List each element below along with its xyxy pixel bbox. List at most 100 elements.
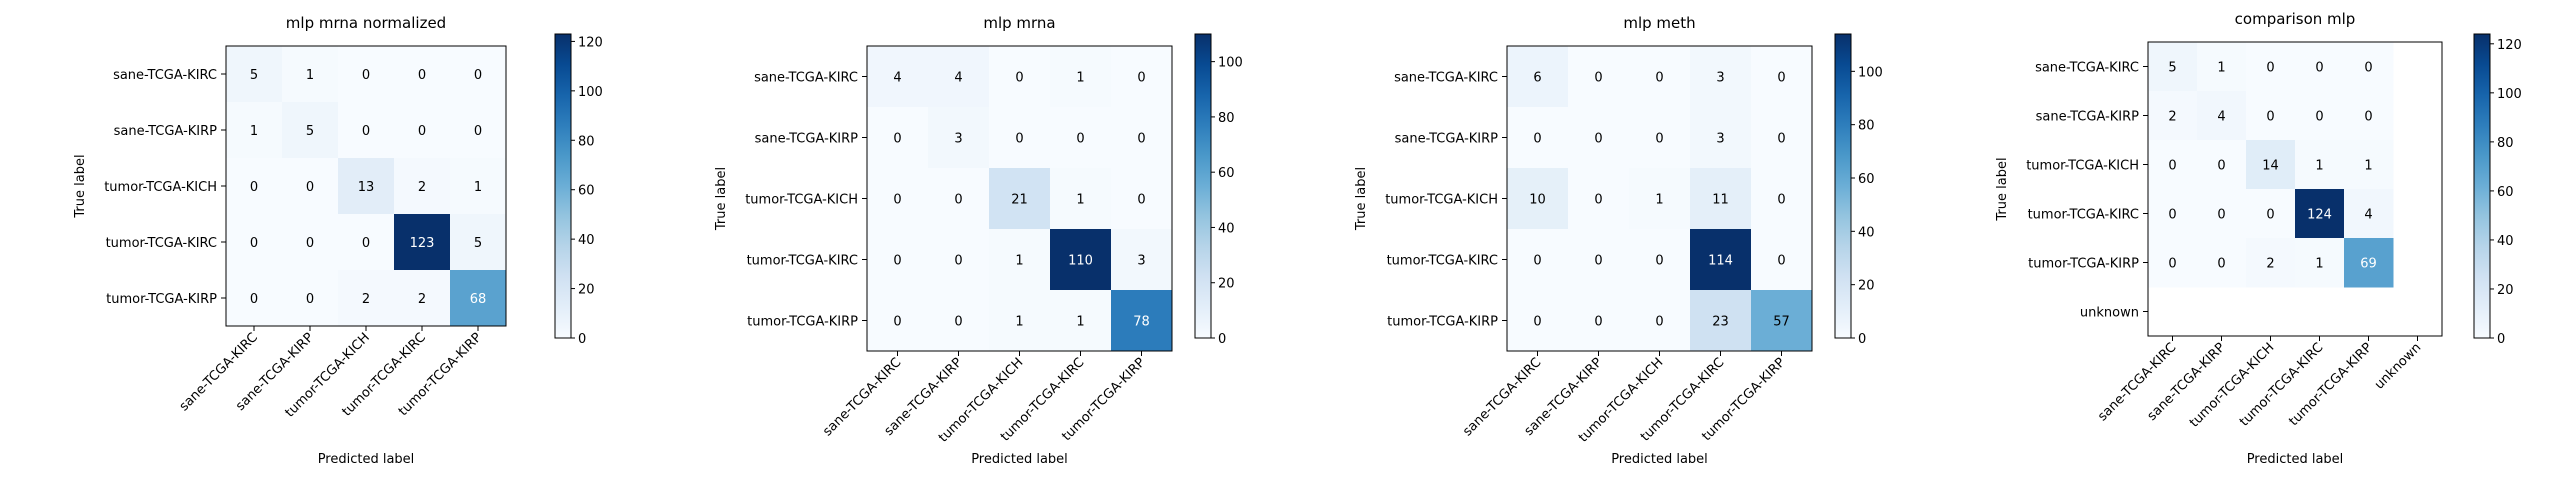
- matrix-cell: [1568, 290, 1630, 352]
- cell-value-label: 114: [1708, 254, 1733, 269]
- cell-value-label: 78: [1133, 315, 1150, 330]
- matrix-cell: [1629, 168, 1691, 230]
- cell-value-label: 0: [1777, 71, 1785, 86]
- cell-value-label: 14: [2262, 159, 2279, 174]
- matrix-cell: [1568, 168, 1630, 230]
- colorbar-tick-label: 40: [1218, 221, 1235, 236]
- colorbar-tick-label: 80: [1218, 111, 1235, 126]
- cell-value-label: 2: [2266, 257, 2274, 272]
- cell-value-label: 0: [2266, 110, 2274, 125]
- matrix-cell: [928, 229, 990, 291]
- matrix-cell: [1751, 107, 1813, 169]
- matrix-cell: [2344, 238, 2394, 288]
- cell-value-label: 6: [1533, 71, 1541, 86]
- colorbar-tick-label: 100: [1858, 65, 1883, 80]
- matrix-cell: [989, 290, 1051, 352]
- cell-value-label: 0: [1015, 71, 1023, 86]
- matrix-cell: [2246, 140, 2296, 190]
- colorbar: [1834, 33, 1852, 339]
- cell-value-label: 0: [1594, 132, 1602, 147]
- y-tick-label: tumor-TCGA-KIRP: [2028, 257, 2139, 272]
- matrix-cell: [1507, 46, 1569, 108]
- matrix-cell: [2197, 189, 2247, 239]
- matrix-cell: [867, 168, 929, 230]
- cell-value-label: 0: [418, 124, 426, 139]
- cell-value-label: 0: [1655, 315, 1663, 330]
- cell-value-label: 0: [2364, 110, 2372, 125]
- matrix-cell: [1751, 290, 1813, 352]
- cell-value-label: 0: [250, 236, 258, 251]
- matrix-cell: [2148, 91, 2198, 141]
- chart-title: mlp mrna: [983, 14, 1055, 32]
- matrix-cell: [1050, 290, 1112, 352]
- cell-value-label: 0: [2364, 61, 2372, 76]
- matrix-cell: [450, 270, 507, 327]
- colorbar-tick-label: 100: [2497, 87, 2522, 102]
- cell-value-label: 0: [1777, 132, 1785, 147]
- y-axis-label: True label: [1995, 157, 2010, 221]
- colorbar-tick-label: 0: [578, 332, 586, 347]
- colorbar-tick-label: 60: [2497, 185, 2514, 200]
- matrix-cell: [338, 214, 395, 271]
- cell-value-label: 0: [1137, 193, 1145, 208]
- cell-value-label: 1: [306, 68, 314, 83]
- cell-value-label: 1: [2315, 257, 2323, 272]
- cell-value-label: 0: [954, 315, 962, 330]
- matrix-cell: [1050, 229, 1112, 291]
- colorbar-tick-label: 0: [1858, 332, 1866, 347]
- y-tick-label: tumor-TCGA-KICH: [104, 180, 217, 195]
- cell-value-label: 21: [1011, 193, 1028, 208]
- y-tick-label: tumor-TCGA-KIRC: [2028, 208, 2139, 223]
- matrix-cell: [1507, 290, 1569, 352]
- matrix-cell: [282, 214, 339, 271]
- cell-value-label: 1: [2315, 159, 2323, 174]
- matrix-cell: [226, 214, 283, 271]
- matrix-cell: [2295, 140, 2345, 190]
- matrix-cell: [2148, 238, 2198, 288]
- cell-value-label: 5: [306, 124, 314, 139]
- cell-value-label: 1: [1655, 193, 1663, 208]
- cell-value-label: 0: [893, 254, 901, 269]
- matrix-cell: [2344, 140, 2394, 190]
- chart-title: comparison mlp: [2235, 10, 2356, 28]
- matrix-cell: [1507, 107, 1569, 169]
- cell-value-label: 1: [2364, 159, 2372, 174]
- matrix-frame: [2147, 41, 2443, 337]
- matrix-cell: [1507, 229, 1569, 291]
- matrix-cell: [867, 107, 929, 169]
- colorbar-tick-label: 20: [1218, 277, 1235, 292]
- cell-value-label: 1: [474, 180, 482, 195]
- y-tick-label: unknown: [2080, 306, 2139, 321]
- cell-value-label: 2: [362, 292, 370, 307]
- matrix-cell: [394, 214, 451, 271]
- x-tick-label: tumor-TCGA-KIRC: [2237, 340, 2326, 429]
- matrix-cell: [989, 168, 1051, 230]
- cell-value-label: 23: [1712, 315, 1729, 330]
- cell-value-label: 0: [1533, 254, 1541, 269]
- cell-value-label: 0: [1594, 315, 1602, 330]
- cell-value-label: 0: [1533, 132, 1541, 147]
- cell-value-label: 3: [1137, 254, 1145, 269]
- cell-value-label: 0: [1655, 132, 1663, 147]
- cell-value-label: 0: [2217, 159, 2225, 174]
- matrix-cell: [1050, 46, 1112, 108]
- cell-value-label: 5: [2168, 61, 2176, 76]
- matrix-cell: [2246, 189, 2296, 239]
- y-tick-label: sane-TCGA-KIRP: [1395, 132, 1498, 147]
- colorbar-tick-label: 60: [1218, 166, 1235, 181]
- y-tick-label: tumor-TCGA-KICH: [2026, 159, 2139, 174]
- matrix-cell: [338, 270, 395, 327]
- colorbar-tick-label: 0: [1218, 332, 1226, 347]
- cell-value-label: 0: [1655, 254, 1663, 269]
- cell-value-label: 124: [2307, 208, 2332, 223]
- matrix-cell: [338, 102, 395, 159]
- matrix-cell: [1751, 46, 1813, 108]
- matrix-cell: [1690, 229, 1752, 291]
- matrix-cell: [1507, 168, 1569, 230]
- matrix-cell: [928, 107, 990, 169]
- cell-value-label: 0: [474, 124, 482, 139]
